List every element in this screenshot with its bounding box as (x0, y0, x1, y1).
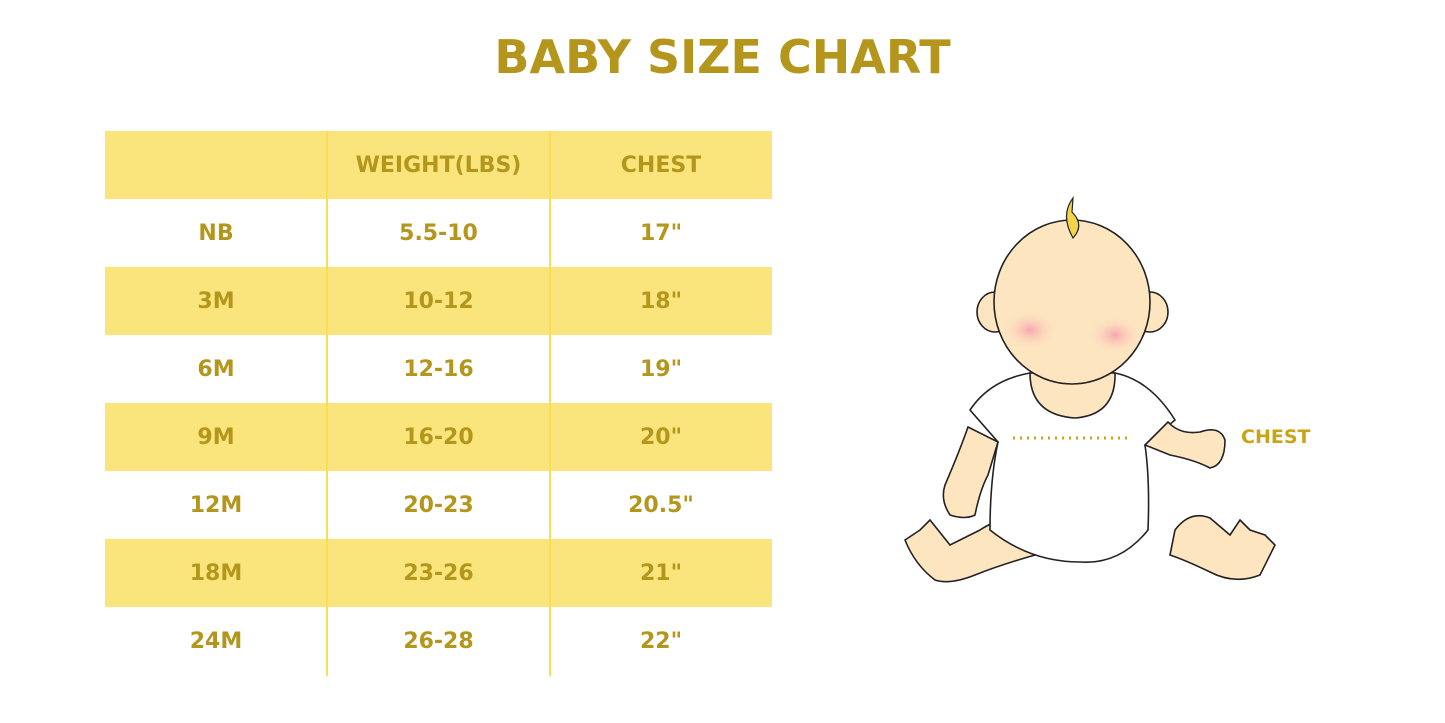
weight-cell: 5.5-10 (399, 220, 478, 246)
chest-label: CHEST (1241, 426, 1311, 448)
table-row: 9M 16-20 20" (105, 403, 772, 471)
weight-cell: 16-20 (403, 424, 474, 450)
size-cell: 12M (189, 492, 243, 518)
table-row: NB 5.5-10 17" (105, 199, 772, 267)
chest-cell: 19" (639, 356, 683, 382)
table-row: 12M 20-23 20.5" (105, 471, 772, 539)
chest-cell: 22" (639, 628, 683, 654)
weight-cell: 23-26 (403, 560, 474, 586)
size-cell: NB (198, 220, 234, 246)
weight-cell: 12-16 (403, 356, 474, 382)
chest-cell: 20.5" (628, 492, 694, 518)
weight-cell: 20-23 (403, 492, 474, 518)
column-divider (549, 131, 551, 676)
size-cell: 9M (197, 424, 235, 450)
table-row: 24M 26-28 22" (105, 607, 772, 675)
header-cell: CHEST (620, 152, 702, 178)
table-row: 3M 10-12 18" (105, 267, 772, 335)
header-cell (105, 131, 327, 199)
chest-cell: 18" (639, 288, 683, 314)
weight-cell: 10-12 (403, 288, 474, 314)
size-cell: 3M (197, 288, 235, 314)
page-title: BABY SIZE CHART (494, 30, 951, 84)
chest-cell: 17" (639, 220, 683, 246)
table-row: 18M 23-26 21" (105, 539, 772, 607)
table-header-row: WEIGHT(LBS) CHEST (105, 131, 772, 199)
size-cell: 18M (189, 560, 243, 586)
cheek-blush (1002, 310, 1058, 350)
header-cell: WEIGHT(LBS) (355, 152, 522, 178)
table-row: 6M 12-16 19" (105, 335, 772, 403)
size-cell: 24M (189, 628, 243, 654)
chest-cell: 20" (639, 424, 683, 450)
hair-curl-icon (1065, 196, 1080, 240)
cheek-blush (1087, 315, 1143, 355)
size-table: WEIGHT(LBS) CHEST NB 5.5-10 17" 3M 10-12… (105, 131, 772, 675)
column-divider (326, 131, 328, 676)
baby-illustration (904, 196, 1276, 583)
size-cell: 6M (197, 356, 235, 382)
chest-cell: 21" (639, 560, 683, 586)
weight-cell: 26-28 (403, 628, 474, 654)
